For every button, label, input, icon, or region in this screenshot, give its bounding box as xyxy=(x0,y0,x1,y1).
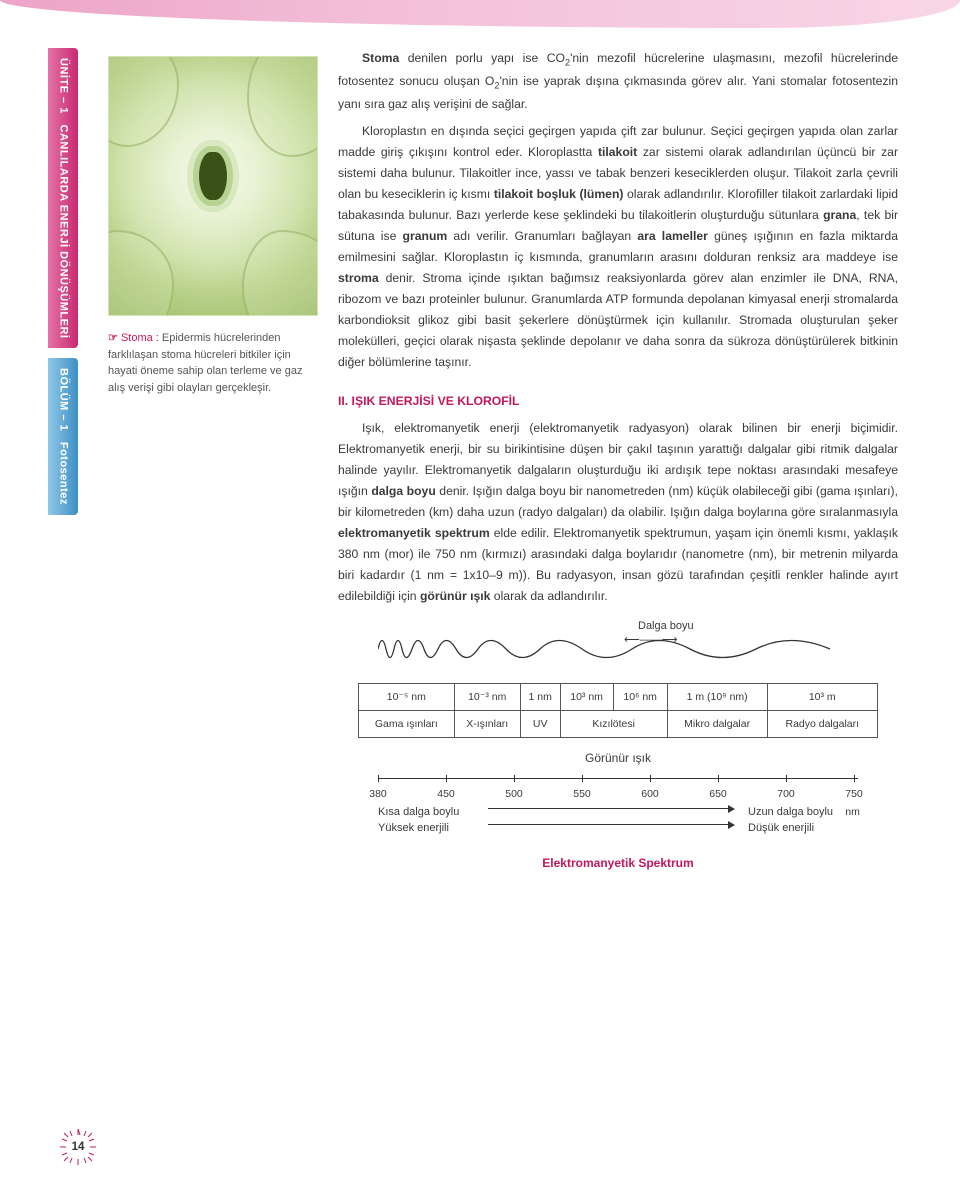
unit-tab: ÜNİTE – 1 CANLILARDA ENERJİ DÖNÜŞÜMLERİ xyxy=(48,48,78,348)
band: Mikro dalgalar xyxy=(667,711,767,738)
wave-icon xyxy=(378,629,858,669)
paragraph: Kloroplastın en dışında seçici geçirgen … xyxy=(338,121,898,373)
side-tabs: ÜNİTE – 1 CANLILARDA ENERJİ DÖNÜŞÜMLERİ … xyxy=(48,48,78,515)
tick: 10³ m xyxy=(767,683,877,710)
cell-shape xyxy=(242,230,318,316)
cell-shape xyxy=(108,56,179,147)
unit-label: ÜNİTE – 1 xyxy=(58,58,70,114)
stoma-pore xyxy=(199,152,227,200)
visible-title: Görünür ışık xyxy=(358,748,878,769)
section-title: IŞIK ENERJİSİ VE KLOROFİL xyxy=(348,394,519,408)
band: Gama ışınları xyxy=(359,711,455,738)
header-decoration xyxy=(0,0,960,28)
page-number: 14 xyxy=(58,1127,98,1167)
unit-sub: CANLILARDA ENERJİ DÖNÜŞÜMLERİ xyxy=(58,125,70,339)
section-number: II. xyxy=(338,394,348,408)
high-energy-label: Yüksek enerjili xyxy=(378,819,449,838)
chapter-label: BÖLÜM – 1 xyxy=(58,368,70,431)
wave-row: Dalga boyu ⟵——⟶ xyxy=(338,621,898,677)
band: X-ışınları xyxy=(454,711,520,738)
table-row: 10⁻⁵ nm 10⁻³ nm 1 nm 10³ nm 10⁶ nm 1 m (… xyxy=(359,683,878,710)
tick: 10⁻⁵ nm xyxy=(359,683,455,710)
band: Radyo dalgaları xyxy=(767,711,877,738)
left-column: ☞ Stoma : Epidermis hücrelerinden farklı… xyxy=(108,56,318,396)
diagram-caption: Elektromanyetik Spektrum xyxy=(338,853,898,874)
spectrum-diagram: Dalga boyu ⟵——⟶ 10⁻⁵ nm 10⁻³ nm 1 nm 10³… xyxy=(338,621,898,873)
page-number-badge: 14 xyxy=(58,1127,98,1167)
band: Kızılötesi xyxy=(560,711,667,738)
paragraph: Işık, elektromanyetik enerji (elektroman… xyxy=(338,418,898,607)
tick: 10³ nm xyxy=(560,683,613,710)
chapter-sub: Fotosentez xyxy=(58,442,70,505)
table-row: Gama ışınları X-ışınları UV Kızılötesi M… xyxy=(359,711,878,738)
spectrum-table: 10⁻⁵ nm 10⁻³ nm 1 nm 10³ nm 10⁶ nm 1 m (… xyxy=(358,683,878,738)
stoma-term: Stoma : xyxy=(121,332,159,344)
stoma-image xyxy=(108,56,318,316)
chapter-tab: BÖLÜM – 1 Fotosentez xyxy=(48,358,78,515)
bold: Stoma xyxy=(362,51,399,65)
tick: 10⁶ nm xyxy=(613,683,667,710)
main-text: Stoma denilen porlu yapı ise CO2'nin mez… xyxy=(338,48,898,873)
section-heading: II. IŞIK ENERJİSİ VE KLOROFİL xyxy=(338,391,898,412)
stoma-caption: ☞ Stoma : Epidermis hücrelerinden farklı… xyxy=(108,330,318,396)
page: ÜNİTE – 1 CANLILARDA ENERJİ DÖNÜŞÜMLERİ … xyxy=(0,0,960,1195)
tick: 1 nm xyxy=(520,683,560,710)
low-energy-label: Düşük enerjili xyxy=(748,819,814,838)
cell-shape xyxy=(247,56,318,157)
tick: 10⁻³ nm xyxy=(454,683,520,710)
visible-light-block: Görünür ışık 380 450 500 550 600 650 700… xyxy=(358,748,878,835)
band: UV xyxy=(520,711,560,738)
cell-shape xyxy=(108,230,174,316)
visible-scale: 380 450 500 550 600 650 700 750 nm Kısa … xyxy=(378,775,858,835)
arrow-icon xyxy=(728,805,735,813)
paragraph: Stoma denilen porlu yapı ise CO2'nin mez… xyxy=(338,48,898,115)
tick: 1 m (10⁹ nm) xyxy=(667,683,767,710)
pointer-icon: ☞ xyxy=(108,332,118,344)
arrow-icon xyxy=(728,821,735,829)
